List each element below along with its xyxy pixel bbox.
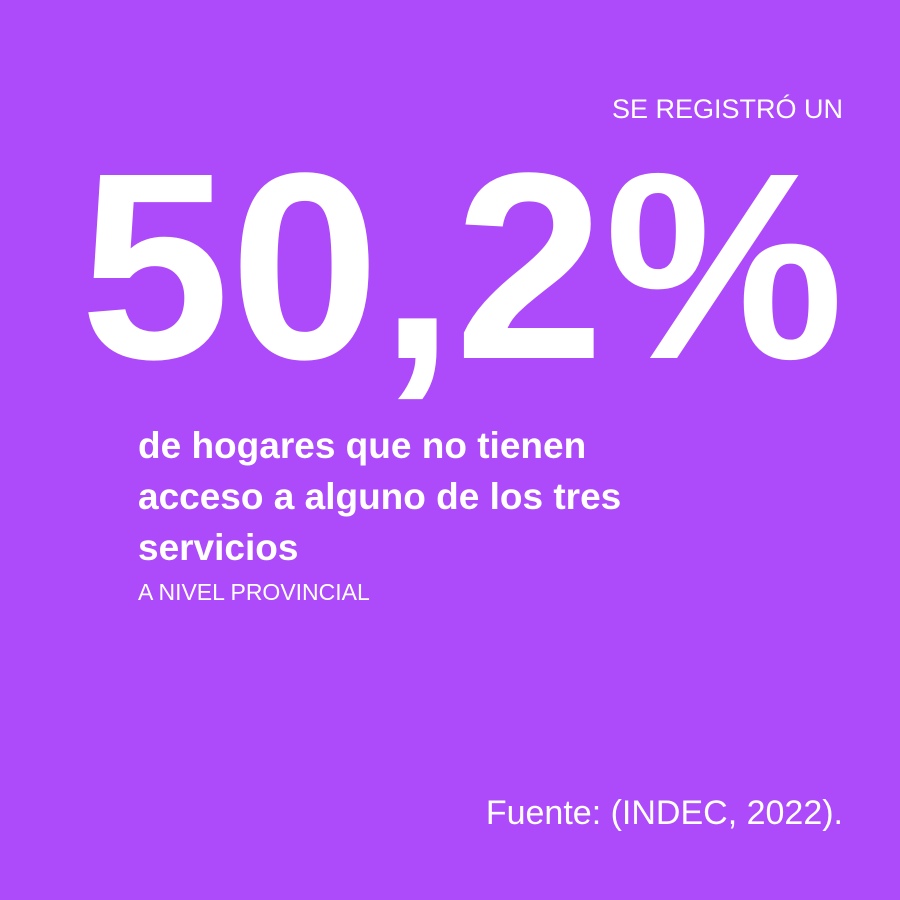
kicker: SE REGISTRÓ UN xyxy=(612,93,843,124)
note: A NIVEL PROVINCIAL xyxy=(138,579,370,605)
description-line: servicios xyxy=(138,527,298,568)
description-line: acceso a alguno de los tres xyxy=(138,476,621,517)
source: Fuente: (INDEC, 2022). xyxy=(486,794,843,832)
description: de hogares que no tienen acceso a alguno … xyxy=(138,425,621,568)
stat: 50,2% xyxy=(80,118,844,415)
description-line: de hogares que no tienen xyxy=(138,425,586,466)
